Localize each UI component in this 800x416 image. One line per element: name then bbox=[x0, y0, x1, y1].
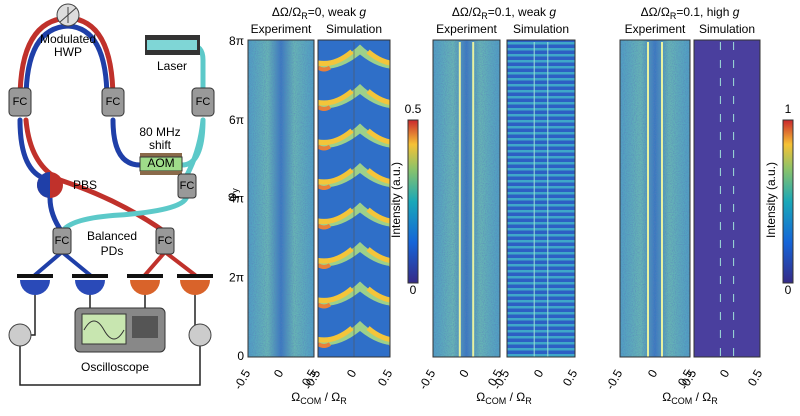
map-frame bbox=[619, 39, 691, 358]
title-sub: R bbox=[301, 11, 308, 21]
title-part: ΔΩ/Ω bbox=[272, 5, 301, 19]
y-tick-label: 0 bbox=[237, 349, 244, 363]
simulation-map bbox=[507, 40, 575, 357]
xl-sub: R bbox=[525, 396, 532, 406]
y-tick-label: 8π bbox=[229, 34, 244, 48]
hwp-label: Modulated bbox=[40, 32, 96, 46]
title-em: g bbox=[359, 5, 366, 19]
hwp-label: HWP bbox=[54, 45, 82, 59]
x-tick-label: 0 bbox=[344, 367, 360, 380]
x-axis-label: ΩCOM / ΩR bbox=[662, 390, 718, 406]
x-tick-label: -0.5 bbox=[603, 367, 626, 392]
xl-sub: R bbox=[711, 396, 718, 406]
y-tick-label: 6π bbox=[229, 113, 244, 127]
x-tick-label: 0.5 bbox=[560, 367, 581, 389]
y-label-main: φ bbox=[223, 193, 239, 202]
xl-part: / Ω bbox=[321, 390, 340, 404]
fc-label: FC bbox=[13, 96, 28, 108]
setup-parts bbox=[8, 3, 215, 353]
xl-sub: COM bbox=[671, 396, 692, 406]
aom-label: AOM bbox=[147, 156, 174, 170]
xl-part: / Ω bbox=[692, 390, 711, 404]
column-head: Simulation bbox=[326, 22, 382, 36]
x-tick-label: -0.5 bbox=[416, 367, 439, 392]
panel-title: ΔΩ/ΩR=0.1, weak g bbox=[452, 5, 557, 21]
fc-label: FC bbox=[106, 96, 121, 108]
colorbar-label: Intensity (a.u.) bbox=[764, 162, 778, 238]
x-tick-label: -0.5 bbox=[231, 367, 254, 392]
x-tick-label: 0 bbox=[645, 367, 661, 380]
panel-title: ΔΩ/ΩR=0.1, high g bbox=[641, 5, 740, 21]
title-sub: R bbox=[670, 11, 677, 21]
colorbar-tick-label: 0 bbox=[410, 283, 417, 297]
map-frame bbox=[317, 39, 391, 358]
map-frame bbox=[432, 39, 501, 358]
x-tick-label: 0 bbox=[271, 367, 287, 380]
colorbar-label: Intensity (a.u.) bbox=[389, 162, 403, 238]
shift-label: shift bbox=[149, 138, 172, 152]
laser-label: Laser bbox=[157, 59, 187, 73]
title-sub: R bbox=[481, 11, 488, 21]
title-part: ΔΩ/Ω bbox=[641, 5, 670, 19]
x-axis-label: ΩCOM / ΩR bbox=[476, 390, 532, 406]
map-frame bbox=[693, 39, 761, 358]
xl-sub: R bbox=[340, 396, 347, 406]
setup-labels: Modulated HWP FC FC FC FC FC FC Laser 80… bbox=[13, 32, 211, 374]
pds-label: PDs bbox=[101, 244, 124, 258]
y-tick-label: 2π bbox=[229, 270, 244, 284]
xl-part: Ω bbox=[476, 390, 485, 404]
map-noise bbox=[248, 40, 314, 357]
title-em: g bbox=[733, 5, 740, 19]
map-frame bbox=[247, 39, 315, 358]
panel-title: ΔΩ/ΩR=0, weak g bbox=[272, 5, 367, 21]
xl-sub: COM bbox=[300, 396, 321, 406]
title-part: =0.1, weak bbox=[488, 5, 550, 19]
x-tick-label: 0 bbox=[456, 367, 472, 380]
x-tick-label: 0.5 bbox=[375, 367, 396, 389]
title-part: =0, weak bbox=[308, 5, 360, 19]
x-tick-label: 0.5 bbox=[745, 367, 766, 389]
map-frame bbox=[506, 39, 576, 358]
y-label-sub: y bbox=[230, 188, 240, 193]
shift-label: 80 MHz bbox=[139, 125, 180, 139]
column-head: Simulation bbox=[699, 22, 755, 36]
title-part: =0.1, high bbox=[676, 5, 732, 19]
colorbar bbox=[782, 119, 794, 284]
scope-label: Oscilloscope bbox=[81, 360, 149, 374]
colorbar-tick-label: 0.5 bbox=[405, 102, 422, 116]
colorbar bbox=[407, 119, 419, 284]
y-tick-label: 4π bbox=[229, 192, 244, 206]
map-noise bbox=[433, 40, 500, 357]
fc-label: FC bbox=[180, 180, 195, 192]
xl-part: Ω bbox=[291, 390, 300, 404]
xl-part: Ω bbox=[662, 390, 671, 404]
fc-label: FC bbox=[196, 96, 211, 108]
xl-part: / Ω bbox=[506, 390, 525, 404]
fc-label: FC bbox=[158, 235, 173, 247]
x-axis-label: ΩCOM / ΩR bbox=[291, 390, 347, 406]
column-head: Experiment bbox=[625, 22, 686, 36]
column-head: Simulation bbox=[513, 22, 569, 36]
map-noise bbox=[620, 40, 690, 357]
y-axis-label: φy bbox=[223, 188, 241, 202]
x-tick-label: 0 bbox=[717, 367, 733, 380]
column-head: Experiment bbox=[251, 22, 312, 36]
colorbar-tick-label: 1 bbox=[785, 102, 792, 116]
simulation-map bbox=[694, 40, 760, 357]
colorbar-tick-label: 0 bbox=[785, 283, 792, 297]
pbs-label: PBS bbox=[73, 178, 97, 192]
x-tick-label: 0 bbox=[531, 367, 547, 380]
pds-label: Balanced bbox=[87, 229, 137, 243]
column-head: Experiment bbox=[436, 22, 497, 36]
title-em: g bbox=[549, 5, 556, 19]
title-part: ΔΩ/Ω bbox=[452, 5, 481, 19]
xl-sub: COM bbox=[485, 396, 506, 406]
fc-label: FC bbox=[55, 235, 70, 247]
